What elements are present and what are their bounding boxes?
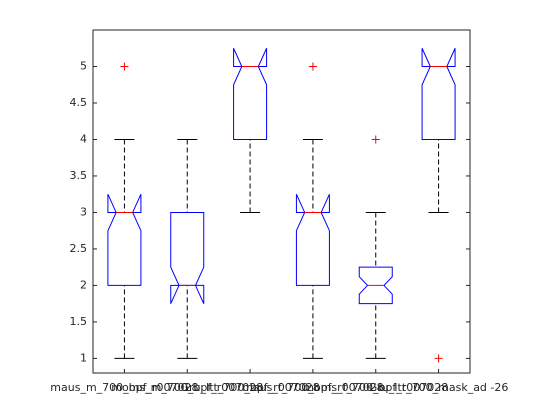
- box: [295, 193, 330, 286]
- y-tick-label: 1: [80, 351, 87, 364]
- box: [358, 266, 393, 305]
- outlier: [371, 135, 380, 144]
- outlier: [120, 62, 129, 71]
- y-tick-label: 1.5: [70, 315, 88, 328]
- x-tick-label: Gru_Itt_700_mask_ad -26: [369, 381, 509, 394]
- box: [421, 48, 456, 140]
- x-tick-label: maus_f_700_bpf_r007028: [242, 381, 383, 394]
- y-tick-label: 3: [80, 205, 87, 218]
- box: [233, 48, 268, 140]
- x-tick-label: moms_f_700_bpf_r007028: [303, 381, 448, 394]
- y-tick-label: 5: [80, 59, 87, 72]
- y-tick-label: 4: [80, 132, 87, 145]
- box: [170, 211, 205, 304]
- outlier: [434, 354, 443, 363]
- x-tick-label: Gru_Itt_700_bpf_r007028: [180, 381, 319, 394]
- axes-frame: [92, 29, 471, 374]
- y-tick-label: 3.5: [70, 169, 88, 182]
- box: [107, 193, 142, 286]
- outlier: [308, 62, 317, 71]
- y-tick-label: 4.5: [70, 96, 88, 109]
- x-tick-label: maus_m_700_bpf_r007028: [50, 381, 198, 394]
- y-tick-label: 2.5: [70, 242, 88, 255]
- x-tick-label: moms_m_700_bpf_r007028: [111, 381, 263, 394]
- y-tick-label: 2: [80, 278, 87, 291]
